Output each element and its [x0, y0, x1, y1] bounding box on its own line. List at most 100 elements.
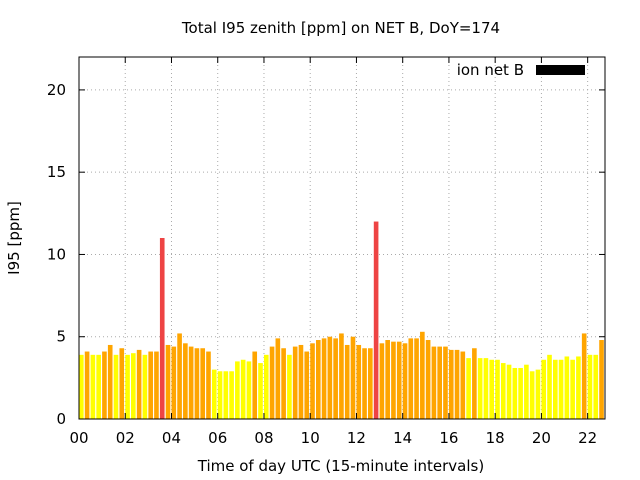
- bar: [136, 349, 142, 419]
- bar: [500, 363, 506, 419]
- bar: [379, 343, 385, 419]
- bar: [535, 369, 541, 419]
- x-tick-label: 08: [254, 429, 273, 447]
- bar: [541, 359, 547, 419]
- bar: [275, 338, 281, 419]
- bar: [165, 344, 171, 419]
- bar: [125, 354, 130, 419]
- bar: [431, 346, 437, 419]
- bar: [131, 353, 136, 419]
- bar: [292, 346, 298, 419]
- bar: [373, 221, 379, 419]
- x-tick-label: 18: [486, 429, 505, 447]
- y-axis-label: I95 [ppm]: [5, 201, 23, 275]
- bar: [460, 351, 466, 419]
- bar: [344, 344, 350, 419]
- bar: [321, 338, 327, 419]
- bar: [159, 238, 165, 419]
- x-tick-label: 22: [578, 429, 597, 447]
- bars: [79, 221, 604, 419]
- bar: [570, 359, 575, 419]
- bar: [472, 348, 477, 419]
- bar: [269, 346, 275, 419]
- bar: [350, 336, 356, 419]
- bar: [79, 354, 84, 419]
- bar: [240, 359, 246, 419]
- bar: [593, 354, 599, 419]
- legend-swatch: [536, 65, 585, 75]
- bar: [391, 341, 396, 419]
- bar: [229, 371, 234, 419]
- bar: [356, 344, 362, 419]
- bar: [477, 358, 483, 419]
- bar: [443, 346, 448, 419]
- bar: [211, 369, 217, 419]
- bar: [385, 340, 390, 419]
- bar: [177, 333, 182, 419]
- legend-label: ion net B: [457, 61, 524, 79]
- bar: [564, 356, 570, 419]
- bar: [96, 354, 101, 419]
- bar: [281, 348, 286, 419]
- gridlines: [79, 57, 605, 419]
- bar: [558, 359, 564, 419]
- y-tick-label: 15: [47, 163, 66, 181]
- bar: [448, 349, 454, 419]
- bar: [263, 354, 269, 419]
- bar: [142, 354, 148, 419]
- bar: [552, 359, 558, 419]
- bar: [235, 361, 240, 419]
- bar: [466, 358, 471, 419]
- bar: [420, 331, 425, 419]
- bar: [408, 338, 414, 419]
- bar: [437, 346, 442, 419]
- bar: [396, 341, 402, 419]
- y-tick-label: 10: [47, 245, 66, 263]
- bar: [599, 340, 604, 419]
- bar: [495, 359, 500, 419]
- x-tick-label: 06: [208, 429, 227, 447]
- bar: [425, 340, 431, 419]
- x-tick-label: 02: [116, 429, 135, 447]
- bar: [327, 336, 333, 419]
- x-tick-label: 04: [162, 429, 181, 447]
- bar: [315, 340, 321, 419]
- bar: [576, 356, 581, 419]
- bar: [489, 359, 495, 419]
- bar: [119, 348, 125, 419]
- bar: [339, 333, 344, 419]
- bar: [84, 351, 90, 419]
- x-tick-label: 14: [393, 429, 412, 447]
- chart-title: Total I95 zenith [ppm] on NET B, DoY=174: [181, 19, 500, 37]
- bar: [252, 351, 258, 419]
- bar: [107, 344, 113, 419]
- bar: [171, 346, 177, 419]
- x-tick-label: 12: [347, 429, 366, 447]
- bar: [206, 351, 211, 419]
- bar: [333, 338, 338, 419]
- bar: [524, 364, 529, 419]
- bar: [368, 348, 373, 419]
- axis-ticks: 00 02 04 06 08 10 12 14 16 18 20 22 0 5 10 15 20: [47, 57, 605, 447]
- bar: [90, 354, 96, 419]
- bar: [102, 351, 107, 419]
- y-tick-label: 5: [56, 328, 66, 346]
- bar: [547, 354, 552, 419]
- x-tick-label: 10: [301, 429, 320, 447]
- x-axis-label: Time of day UTC (15-minute intervals): [197, 457, 484, 475]
- bar: [310, 343, 315, 419]
- bar: [483, 358, 489, 419]
- x-tick-label: 16: [439, 429, 458, 447]
- bar: [258, 363, 263, 419]
- bar: [506, 364, 512, 419]
- x-tick-label: 20: [532, 429, 551, 447]
- bar: [402, 343, 408, 419]
- plot-frame: [78, 56, 606, 420]
- bar: [194, 348, 200, 419]
- bar: [246, 361, 252, 419]
- x-tick-label: 00: [69, 429, 88, 447]
- bar: [154, 351, 159, 419]
- bar: [454, 349, 460, 419]
- legend: ion net B: [457, 61, 585, 79]
